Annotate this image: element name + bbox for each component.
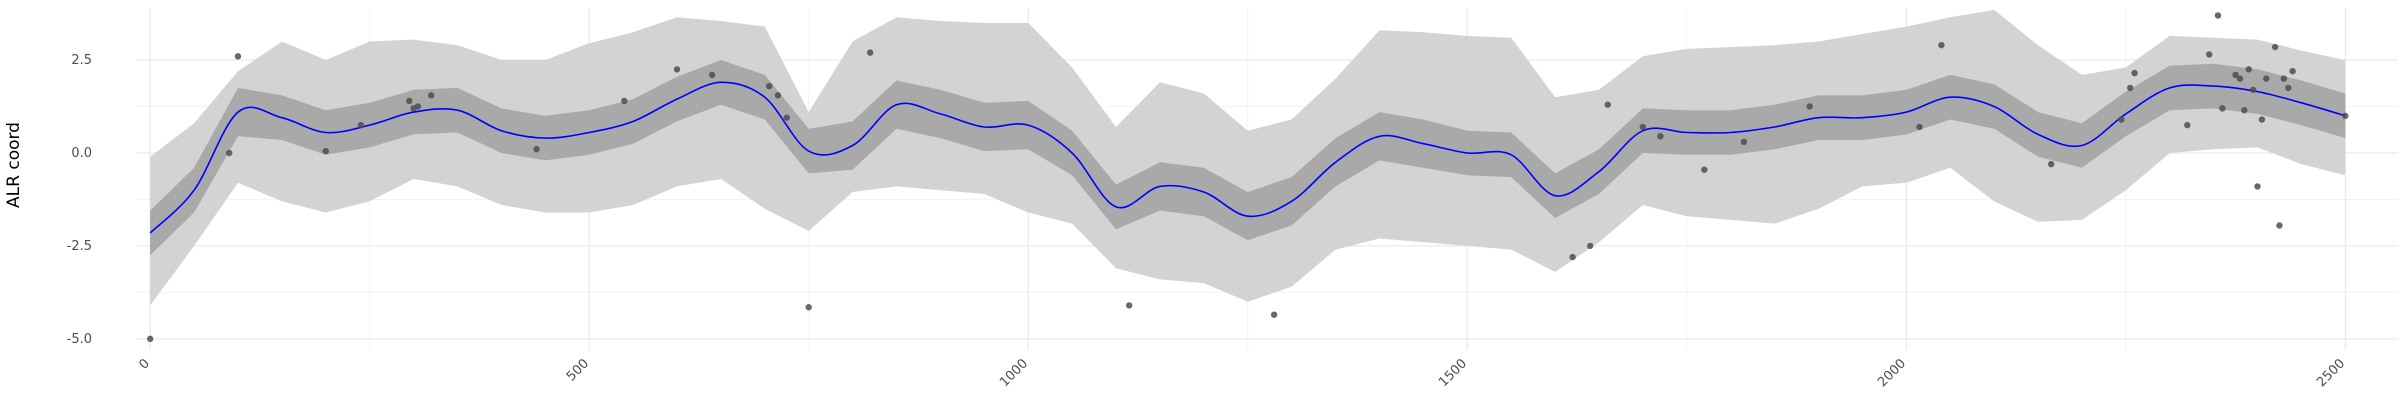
confidence-bands <box>150 9 2346 306</box>
data-point <box>805 304 812 311</box>
data-point <box>2118 116 2125 123</box>
data-point <box>2254 183 2261 190</box>
data-point <box>708 71 716 79</box>
data-point <box>2289 67 2296 75</box>
data-point <box>2258 116 2266 123</box>
inner-confidence-band <box>150 60 2346 256</box>
data-point <box>2126 84 2134 92</box>
data-point <box>405 97 413 105</box>
data-point <box>1586 242 1594 250</box>
data-point <box>2342 112 2349 120</box>
y-tick-label: -5.0 <box>67 332 92 347</box>
data-point <box>1657 133 1664 140</box>
y-tick-label: -2.5 <box>67 239 92 254</box>
data-point <box>1270 311 1278 318</box>
data-point <box>2219 105 2226 112</box>
x-tick-label: 1000 <box>997 356 1031 390</box>
data-point <box>357 121 365 129</box>
data-point <box>1604 101 1611 108</box>
data-point <box>766 82 773 90</box>
data-point <box>2241 107 2248 114</box>
data-point <box>1938 41 1945 49</box>
data-point <box>2271 43 2279 51</box>
x-tick-label: 500 <box>564 356 592 384</box>
data-point <box>2184 121 2191 129</box>
x-tick-label: 0 <box>137 356 153 372</box>
data-point <box>2047 160 2055 168</box>
data-point <box>866 49 874 56</box>
data-point <box>1806 103 1813 110</box>
data-point <box>774 92 782 99</box>
data-point <box>2249 86 2257 93</box>
data-point <box>1639 123 1647 131</box>
data-point <box>414 103 422 110</box>
data-point <box>2236 75 2244 82</box>
data-point <box>2263 75 2270 82</box>
x-tick-label: 1500 <box>1436 356 1470 390</box>
data-point <box>1126 302 1133 309</box>
y-tick-label: 0.0 <box>71 146 92 161</box>
data-point <box>2131 69 2138 77</box>
data-point <box>1740 138 1748 146</box>
data-point <box>234 53 242 60</box>
data-point <box>533 146 540 153</box>
data-point <box>2285 84 2292 92</box>
data-point <box>1569 253 1576 261</box>
data-point <box>225 149 233 157</box>
x-tick-label: 2500 <box>2314 356 2348 390</box>
y-axis-label: ALR coord <box>4 122 24 208</box>
data-point <box>621 97 628 105</box>
data-point <box>673 66 681 73</box>
data-point <box>322 147 329 155</box>
fitted-smooth-line <box>149 81 2346 234</box>
data-point <box>783 114 790 121</box>
data-point <box>146 335 154 343</box>
fitted-lines <box>149 81 2346 234</box>
observation-points <box>146 12 2349 343</box>
y-tick-label: 2.5 <box>71 53 92 68</box>
y-tick-labels: -5.0 -2.5 0.0 2.5 <box>67 53 92 347</box>
data-point <box>2232 71 2239 79</box>
x-tick-labels: 0 500 1000 1500 2000 2500 <box>137 356 2349 390</box>
data-point <box>2280 75 2288 82</box>
x-tick-label: 2000 <box>1875 356 1909 390</box>
data-point <box>2214 12 2222 19</box>
data-point <box>1916 123 1923 131</box>
data-point <box>427 92 435 99</box>
data-point <box>2276 222 2283 229</box>
data-point <box>2206 51 2213 58</box>
data-point <box>2245 66 2252 73</box>
data-point <box>1701 166 1708 173</box>
